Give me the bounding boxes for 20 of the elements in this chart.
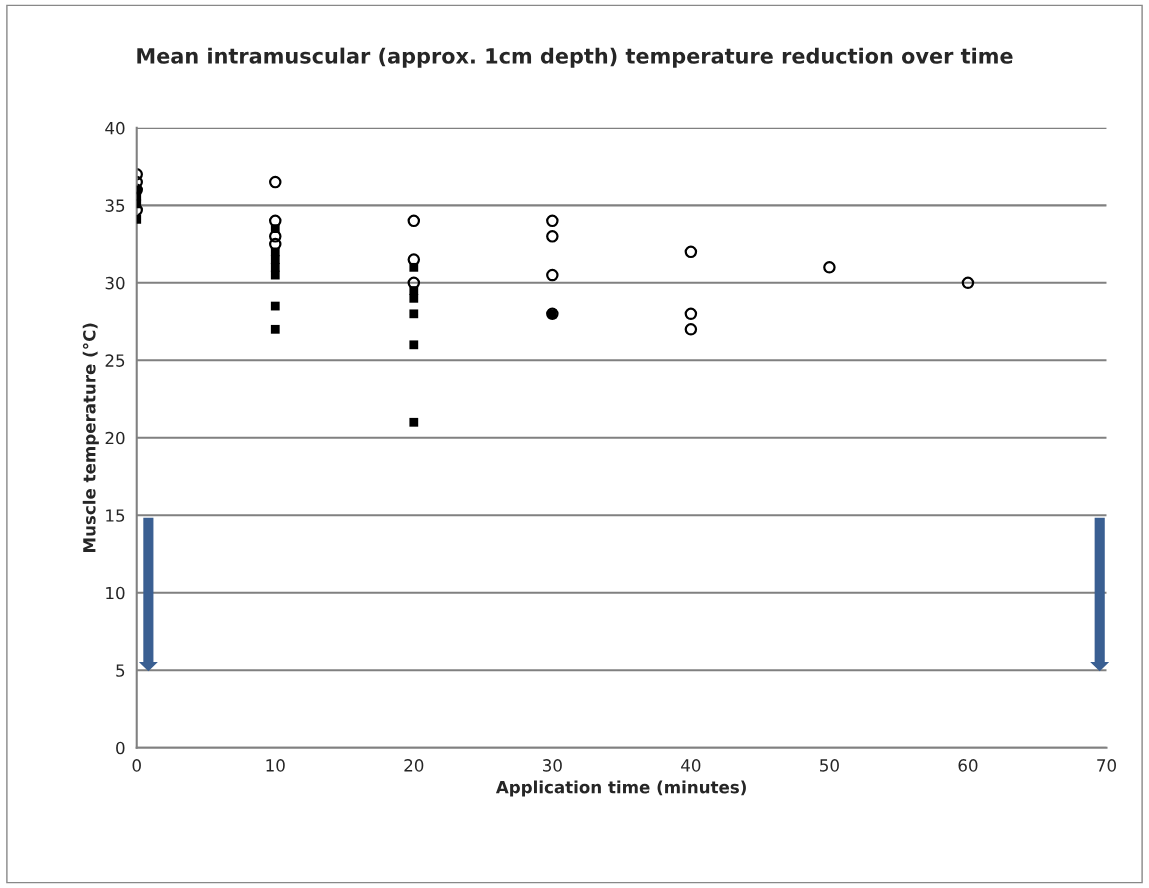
x-tick-label: 10: [266, 759, 285, 772]
x-tick-label: 50: [820, 759, 839, 772]
x-tick-label: 0: [132, 759, 141, 772]
y-tick-label: 10: [106, 586, 125, 600]
x-tick-label: 70: [1097, 759, 1116, 772]
x-tick-label: 40: [681, 759, 701, 772]
y-tick-label: 5: [116, 664, 125, 677]
y-axis-title: Muscle temperature (°C): [82, 323, 99, 552]
y-tick-label: 30: [105, 276, 125, 290]
x-tick-label: 20: [404, 759, 424, 772]
y-tick-label: 20: [105, 431, 125, 445]
x-tick-label: 30: [543, 759, 562, 772]
y-tick-label: 15: [106, 509, 125, 522]
x-tick-label: 60: [958, 759, 978, 772]
chart-title: Mean intramuscular (approx. 1cm depth) temperature reduction over time: [137, 47, 1013, 68]
y-tick-label: 25: [105, 354, 125, 367]
x-axis-title: Application time (minutes): [495, 780, 746, 797]
y-tick-label: 35: [105, 199, 125, 212]
y-tick-label: 40: [105, 121, 125, 135]
y-tick-label: 0: [116, 741, 125, 755]
